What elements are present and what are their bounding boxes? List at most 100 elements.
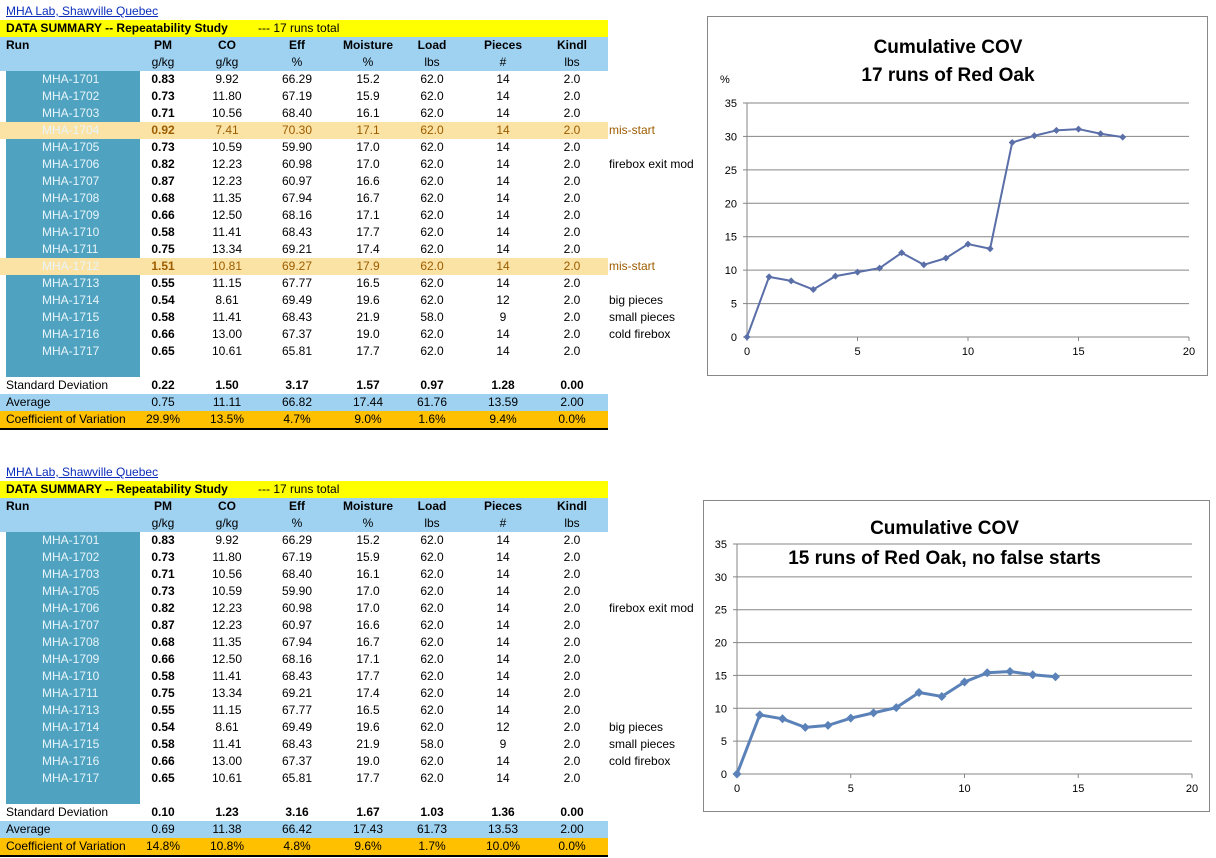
column-header: Kindl	[557, 38, 587, 52]
cell-pm: 0.54	[151, 720, 175, 734]
cell-moist: 17.1	[356, 123, 380, 137]
cell-moist: 16.7	[356, 635, 380, 649]
cell-co: 12.23	[211, 174, 243, 188]
unit-label: lbs	[564, 55, 580, 69]
unit-label: %	[291, 55, 303, 69]
cell-pieces: 14	[496, 242, 510, 256]
column-header: PM	[154, 499, 172, 513]
stat-value: 9.0%	[354, 412, 382, 426]
column-header: Moisture	[342, 38, 393, 52]
x-tick-label: 15	[1072, 346, 1084, 358]
cell-moist: 17.7	[356, 344, 380, 358]
y-tick-label: 10	[715, 703, 727, 715]
table-title-note: --- 17 runs total	[258, 21, 340, 35]
table-row: MHA-1702 0.73 11.80 67.19 15.9 62.0 14 2.0	[0, 88, 608, 105]
cell-load: 62.0	[420, 259, 444, 273]
run-id: MHA-1710	[42, 225, 100, 239]
table-row: MHA-1717 0.65 10.61 65.81 17.7 62.0 14 2.0	[0, 770, 608, 787]
table-title-note: --- 17 runs total	[258, 482, 340, 496]
cell-kindl: 2.0	[563, 276, 581, 290]
cell-load: 62.0	[420, 242, 444, 256]
cell-co: 13.00	[211, 754, 243, 768]
data-point	[755, 710, 765, 720]
cell-co: 10.61	[211, 344, 243, 358]
cell-moist: 19.6	[356, 720, 380, 734]
cell-load: 62.0	[420, 754, 444, 768]
cell-kindl: 2.0	[563, 327, 581, 341]
cell-kindl: 2.0	[563, 293, 581, 307]
stat-value: 0.22	[151, 378, 175, 392]
cell-co: 11.35	[212, 191, 242, 205]
cell-pm: 0.87	[151, 618, 175, 632]
cell-pm: 0.65	[151, 344, 175, 358]
stat-label: Average	[6, 822, 51, 836]
x-tick-label: 20	[1186, 783, 1198, 795]
data-point	[1030, 132, 1038, 140]
cell-co: 12.50	[211, 208, 243, 222]
cell-co: 10.59	[211, 140, 243, 154]
cell-pieces: 14	[496, 601, 510, 615]
cell-pm: 0.87	[151, 174, 175, 188]
cell-eff: 66.29	[281, 72, 313, 86]
table-row: MHA-1715 0.58 11.41 68.43 21.9 58.0 9 2.0 small …	[0, 736, 675, 753]
cell-moist: 15.9	[356, 550, 380, 564]
cell-eff: 59.90	[281, 140, 313, 154]
run-id: MHA-1711	[42, 686, 99, 700]
cell-moist: 21.9	[356, 310, 380, 324]
cell-eff: 69.21	[281, 242, 313, 256]
run-id: MHA-1715	[42, 310, 100, 324]
unit-label: g/kg	[151, 55, 175, 69]
cell-moist: 15.9	[356, 89, 380, 103]
cell-load: 62.0	[420, 686, 444, 700]
run-id: MHA-1709	[42, 652, 100, 666]
row-note: firebox exit mod	[609, 157, 694, 171]
unit-label: g/kg	[151, 516, 175, 530]
run-id: MHA-1716	[42, 327, 100, 341]
cell-load: 62.0	[420, 703, 444, 717]
cell-co: 13.34	[211, 242, 243, 256]
stat-value: 10.0%	[485, 839, 521, 853]
cell-pieces: 14	[496, 344, 510, 358]
table-row: MHA-1712 1.51 10.81 69.27 17.9 62.0 14 2.0 mis-s…	[0, 258, 655, 275]
cell-load: 62.0	[420, 669, 444, 683]
run-column-shade	[6, 532, 140, 804]
cell-eff: 60.98	[281, 601, 313, 615]
x-tick-label: 0	[744, 346, 750, 358]
cell-eff: 68.43	[281, 737, 313, 751]
table-title: DATA SUMMARY -- Repeatability Study	[6, 21, 228, 35]
units-row: g/kg g/kg%% lbs # lbs	[0, 54, 608, 71]
stat-value: 3.16	[285, 805, 309, 819]
units-right-shade	[140, 515, 608, 532]
stat-value: 1.28	[491, 378, 515, 392]
data-point	[960, 677, 969, 687]
table-row: MHA-1714 0.54 8.61 69.49 19.6 62.0 12 2.0 big pi…	[0, 292, 663, 309]
cell-co: 12.23	[211, 618, 243, 632]
run-id: MHA-1706	[42, 601, 100, 615]
x-tick-label: 10	[958, 783, 970, 795]
cell-co: 10.56	[211, 106, 243, 120]
column-header: Run	[6, 499, 30, 513]
stat-label: Average	[6, 395, 51, 409]
cell-pieces: 14	[496, 106, 510, 120]
stat-value: 4.7%	[283, 412, 311, 426]
stat-value: 1.6%	[418, 412, 446, 426]
cell-moist: 15.2	[356, 72, 380, 86]
cell-pm: 0.71	[151, 106, 175, 120]
cell-moist: 17.0	[356, 140, 380, 154]
unit-label: %	[362, 516, 374, 530]
cell-pieces: 14	[496, 123, 510, 137]
cell-co: 10.59	[211, 584, 243, 598]
run-id: MHA-1717	[42, 771, 100, 785]
data-point	[869, 708, 878, 718]
lab-link[interactable]: MHA Lab, Shawville Quebec	[6, 465, 159, 479]
data-point	[831, 272, 839, 280]
cell-pm: 0.66	[151, 652, 175, 666]
x-tick-label: 5	[848, 783, 854, 795]
cell-load: 62.0	[420, 652, 444, 666]
stat-label: Coefficient of Variation	[6, 412, 126, 426]
y-tick-label: 35	[725, 98, 737, 110]
stat-value: 2.00	[560, 395, 584, 409]
lab-link[interactable]: MHA Lab, Shawville Quebec	[6, 4, 159, 18]
cell-pm: 0.92	[151, 123, 175, 137]
cell-load: 62.0	[420, 276, 444, 290]
